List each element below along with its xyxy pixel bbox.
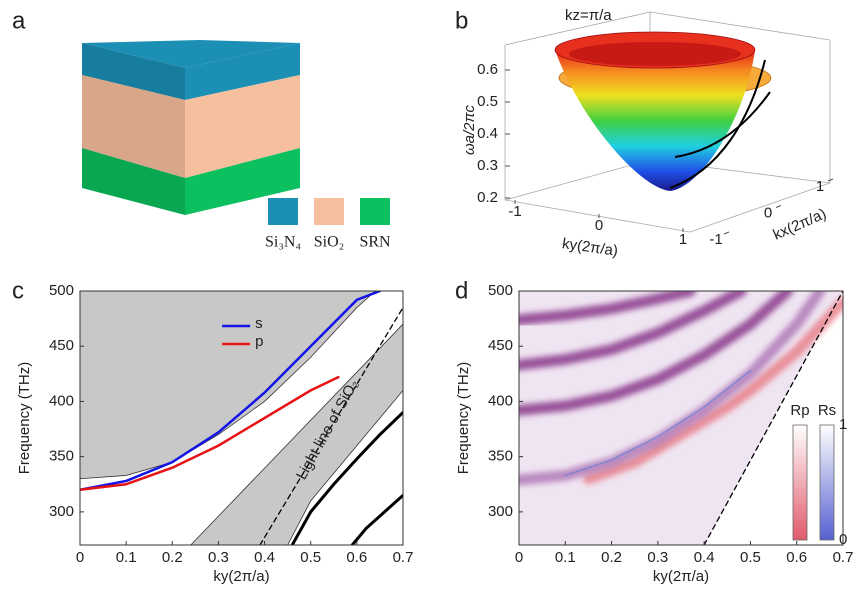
cube-face (82, 75, 185, 178)
legend-label: p (255, 333, 263, 350)
y-tick-label: 350 (488, 448, 513, 465)
panel-label: d (455, 277, 468, 304)
region (190, 323, 403, 545)
colorbar (792, 424, 808, 541)
curve (582, 296, 843, 485)
x-tick-label: 0.1 (116, 549, 137, 566)
y-tick-label: 400 (488, 392, 513, 409)
region-edge (80, 291, 376, 480)
y-tick (723, 231, 730, 235)
y-tick-label: 300 (488, 503, 513, 520)
y-tick-label: 450 (49, 337, 74, 354)
x-tick-label: 0.5 (740, 549, 761, 566)
cube-top (82, 40, 300, 68)
x-tick-label: 0 (595, 217, 603, 234)
plot-area (80, 291, 403, 545)
y-tick-label: 1 (816, 178, 824, 195)
cube-shade (82, 43, 185, 215)
cube-face (185, 43, 300, 100)
chart-title: kz=π/a (565, 7, 612, 24)
curve (290, 410, 403, 545)
curve (564, 369, 752, 477)
x-tick-label: 0.7 (833, 549, 854, 566)
cube-face (185, 148, 300, 215)
x-axis-label: ky(2π/a) (653, 568, 709, 585)
x-tick-label: 0 (76, 549, 84, 566)
legend-label: SiO₂ (314, 234, 344, 251)
region (80, 291, 376, 479)
cube-face (82, 148, 185, 215)
x-tick-label: 0.2 (162, 549, 183, 566)
curve (350, 493, 403, 545)
x-tick-label: 0.7 (393, 549, 414, 566)
x-tick-label: 0 (515, 549, 523, 566)
legend-swatch (360, 198, 390, 225)
x-tick-label: 0.4 (694, 549, 715, 566)
legend-label: s (255, 315, 263, 332)
colorbar-tick-label: 1 (839, 416, 847, 433)
x-tick-label: 0.6 (346, 549, 367, 566)
z-tick-label: 0.5 (477, 93, 498, 110)
series-line (80, 375, 340, 492)
curve (519, 291, 696, 326)
colorbar-label: Rs (818, 402, 836, 419)
z-tick-label: 0.4 (477, 125, 498, 142)
x-tick-label: 0.1 (555, 549, 576, 566)
curve (519, 291, 793, 416)
colorbar (819, 424, 835, 541)
z-tick-label: 0.3 (477, 157, 498, 174)
curve (519, 291, 747, 371)
panel-label: c (12, 277, 24, 304)
plot-area (519, 291, 843, 545)
x-axis-label: ky(2π/a) (561, 235, 619, 260)
colorbar-tick-label: 0 (839, 531, 847, 548)
y-tick-label: 400 (49, 392, 74, 409)
x-tick-label: 0.6 (786, 549, 807, 566)
curve (703, 291, 843, 545)
y-axis-label: kx(2π/a) (771, 205, 829, 243)
surface (504, 11, 831, 233)
panel-label: b (455, 7, 468, 34)
cube (82, 40, 300, 215)
y-tick (827, 178, 834, 182)
x-tick-label: 0.5 (300, 549, 321, 566)
cube-face (185, 75, 300, 178)
z-axis-label: ωa/2πc (461, 104, 478, 155)
x-tick-label: 0.2 (601, 549, 622, 566)
curve (259, 306, 403, 545)
y-tick-label: -1 (709, 231, 722, 248)
legend-swatch (268, 198, 298, 225)
x-tick-label: 0.4 (254, 549, 275, 566)
x-tick-label: 0.3 (208, 549, 229, 566)
x-tick-label: 1 (679, 231, 687, 248)
x-axis-label: ky(2π/a) (213, 568, 269, 585)
cube-face (82, 43, 185, 100)
y-axis-label: Frequency (THz) (455, 362, 472, 475)
y-axis-label: Frequency (THz) (16, 362, 33, 475)
y-tick-label: 500 (49, 282, 74, 299)
x-tick-label: 0.3 (647, 549, 668, 566)
legend-label: SRN (359, 234, 391, 251)
y-tick (775, 205, 782, 208)
x-tick-label: -1 (508, 203, 521, 220)
y-tick-label: 350 (49, 448, 74, 465)
y-tick-label: 300 (49, 503, 74, 520)
colorbar-label: Rp (790, 402, 809, 419)
legend-swatch (314, 198, 344, 225)
y-tick-label: 500 (488, 282, 513, 299)
plot-frame (79, 290, 404, 546)
panel-label: a (12, 7, 26, 34)
y-tick-label: 450 (488, 337, 513, 354)
legend-label: Si₃N₄ (265, 234, 301, 251)
y-tick-label: 0 (764, 204, 772, 221)
plot-frame (518, 290, 844, 546)
z-tick-label: 0.6 (477, 61, 498, 78)
z-tick-label: 0.2 (477, 189, 498, 206)
series-line (80, 291, 382, 492)
